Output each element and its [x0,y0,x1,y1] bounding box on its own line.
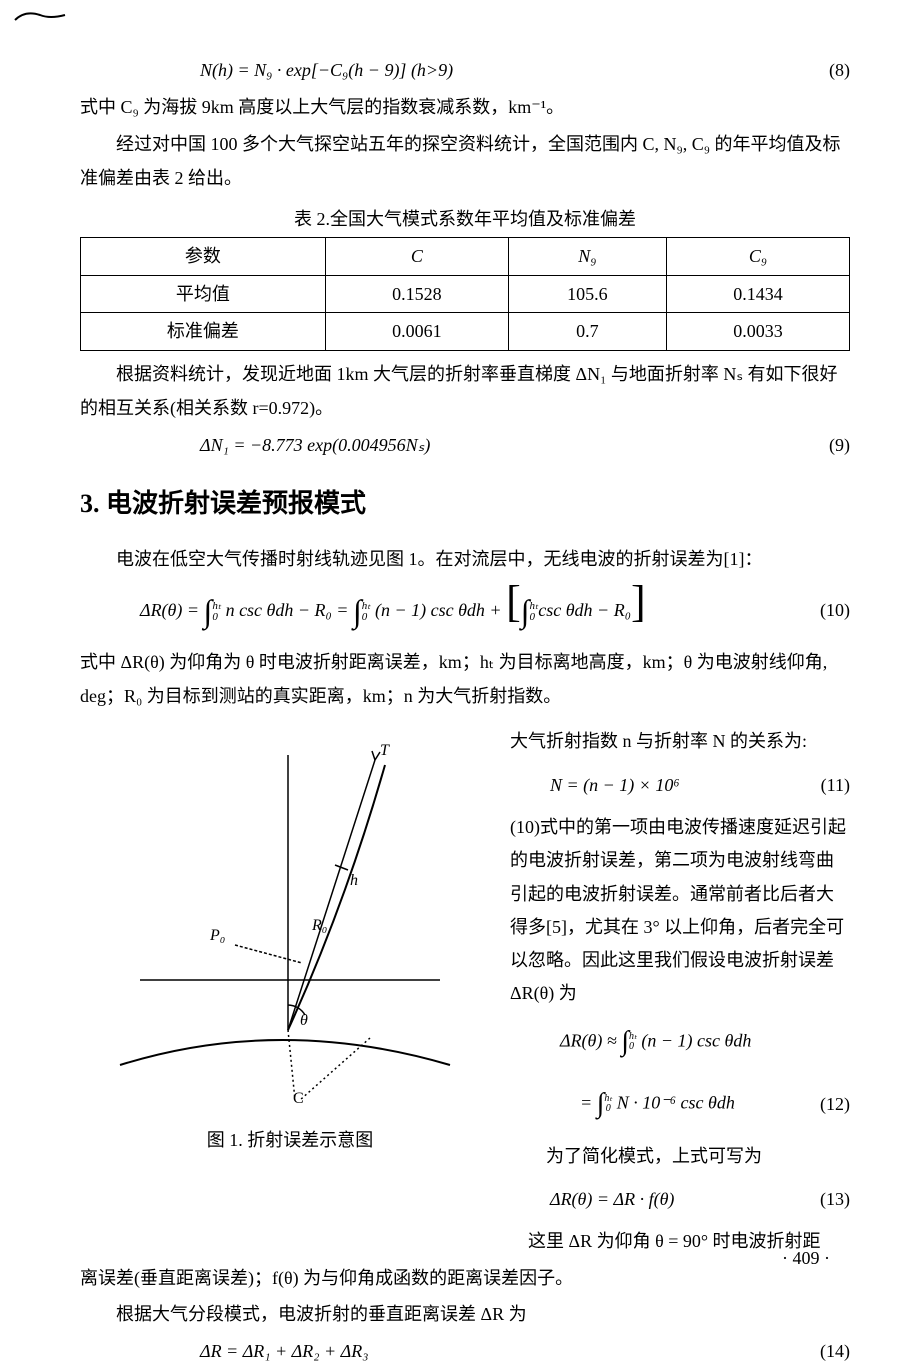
para-stats: 经过对中国 100 多个大气探空站五年的探空资料统计，全国范围内 C, N₉, … [80,127,850,195]
table-row: 参数 C N₉ C₉ [81,238,850,275]
equation-10: ΔR(θ) = ∫hₜ0 n csc θdh − R₀ = ∫hₜ0 (n − … [80,580,850,641]
svg-text:T: T [380,742,390,759]
para-correlation: 根据资料统计，发现近地面 1km 大气层的折射率垂直梯度 ΔN₁ 与地面折射率 … [80,357,850,425]
eq11-text: N = (n − 1) × 10⁶ [550,769,680,801]
section-3-heading: 3. 电波折射误差预报模式 [80,481,850,528]
eq8-num: (8) [829,54,850,86]
para-segment-model: 根据大气分段模式，电波折射的垂直距离误差 ΔR 为 [80,1297,850,1331]
equation-14: ΔR = ΔR₁ + ΔR₂ + ΔR₃ (14) [80,1335,850,1367]
table-row: 平均值 0.1528 105.6 0.1434 [81,275,850,312]
eq10-text: ΔR(θ) = ∫hₜ0 n csc θdh − R₀ = ∫hₜ0 (n − … [140,580,646,641]
th-c: C [325,238,508,275]
para-terms: (10)式中的第一项由电波传播速度延迟引起的电波折射误差，第二项为电波射线弯曲引… [510,811,850,1011]
eq13-num: (13) [820,1183,850,1215]
th-param: 参数 [81,238,326,275]
svg-text:θ: θ [300,1012,308,1029]
eq11-num: (11) [821,769,850,801]
figure-1-diagram: T P₀ R₀ h θ C [80,725,480,1105]
svg-text:C: C [293,1090,304,1105]
eq9-text: ΔN₁ = −8.773 exp(0.004956Nₛ) [200,429,430,461]
eq9-num: (9) [829,429,850,461]
table2-caption: 表 2.全国大气模式系数年平均值及标准偏差 [80,203,850,235]
para-ray-trace: 电波在低空大气传播时射线轨迹见图 1。在对流层中，无线电波的折射误差为[1]： [80,542,850,576]
eq13-text: ΔR(θ) = ΔR · f(θ) [550,1183,674,1215]
figure-1-caption: 图 1. 折射误差示意图 [80,1124,500,1156]
para-c9: 式中 C₉ 为海拔 9km 高度以上大气层的指数衰减系数，km⁻¹。 [80,90,850,124]
eq12-num: (12) [820,1088,850,1120]
equation-11: N = (n − 1) × 10⁶ (11) [510,763,850,807]
para-simplify: 为了简化模式，上式可写为 [510,1140,850,1173]
equation-12b: = ∫hₜ0 N · 10⁻⁶ csc θdh (12) [510,1073,850,1135]
equation-13: ΔR(θ) = ΔR · f(θ) (13) [510,1177,850,1221]
equation-12: ΔR(θ) ≈ ∫hₜ0 (n − 1) csc θdh [510,1017,850,1067]
th-n9: N₉ [508,238,666,275]
svg-text:P₀: P₀ [209,927,225,944]
equation-9: ΔN₁ = −8.773 exp(0.004956Nₛ) (9) [80,429,850,461]
eq14-text: ΔR = ΔR₁ + ΔR₂ + ΔR₃ [200,1335,368,1367]
page-number: · 409 · [782,1242,830,1274]
eq8-text: N(h) = N₉ · exp[−C₉(h − 9)] (h>9) [200,54,453,86]
table-row: 标准偏差 0.0061 0.7 0.0033 [81,313,850,350]
page-scribble [10,5,70,25]
table2: 参数 C N₉ C₉ 平均值 0.1528 105.6 0.1434 标准偏差 … [80,237,850,350]
svg-text:h: h [350,872,358,889]
eq14-num: (14) [820,1335,850,1367]
svg-text:R₀: R₀ [311,917,327,934]
para-eq10-desc: 式中 ΔR(θ) 为仰角为 θ 时电波折射距离误差，km；hₜ 为目标离地高度，… [80,645,850,713]
para-vertical-error: 离误差(垂直距离误差)；f(θ) 为与仰角成函数的距离误差因子。 [80,1261,850,1295]
para-n-N: 大气折射指数 n 与折射率 N 的关系为: [510,725,850,758]
th-c9: C₉ [667,238,850,275]
equation-8: N(h) = N₉ · exp[−C₉(h − 9)] (h>9) (8) [80,54,850,86]
eq10-num: (10) [820,594,850,626]
